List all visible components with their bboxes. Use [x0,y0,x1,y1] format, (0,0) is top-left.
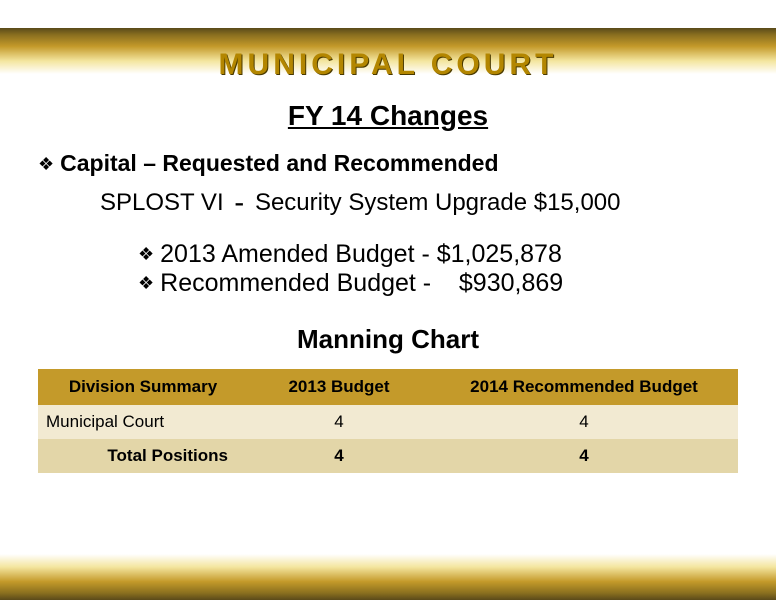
cell-0-1: 4 [248,405,430,439]
budget-line-1: ❖ Recommended Budget - $930,869 [138,269,738,298]
manning-table: Division Summary 2013 Budget 2014 Recomm… [38,369,738,473]
cell-0-0: Municipal Court [38,405,248,439]
page-title: MUNICIPAL COURT [0,48,776,82]
budget-text-0: 2013 Amended Budget - $1,025,878 [160,240,562,269]
splost-rest: Security System Upgrade $15,000 [255,189,621,216]
section-heading: Capital – Requested and Recommended [60,150,498,177]
diamond-bullet-icon: ❖ [138,269,154,297]
th-0: Division Summary [38,369,248,405]
chart-title: Manning Chart [38,324,738,355]
budget-line-0: ❖ 2013 Amended Budget - $1,025,878 [138,240,738,269]
cell-1-0: Total Positions [38,439,248,473]
cell-1-1: 4 [248,439,430,473]
subtitle: FY 14 Changes [38,100,738,132]
th-2: 2014 Recommended Budget [430,369,738,405]
budget-text-1: Recommended Budget - $930,869 [160,269,563,298]
table-totals-row: Total Positions 4 4 [38,439,738,473]
dash-separator: - [230,186,248,219]
table-header-row: Division Summary 2013 Budget 2014 Recomm… [38,369,738,405]
diamond-bullet-icon: ❖ [138,240,154,268]
th-1: 2013 Budget [248,369,430,405]
cell-1-2: 4 [430,439,738,473]
content-area: FY 14 Changes ❖ Capital – Requested and … [38,100,738,473]
splost-line: SPLOST VI - Security System Upgrade $15,… [100,184,738,218]
table-row: Municipal Court 4 4 [38,405,738,439]
section-heading-row: ❖ Capital – Requested and Recommended [38,150,738,178]
diamond-bullet-icon: ❖ [38,150,54,178]
budget-bullets: ❖ 2013 Amended Budget - $1,025,878 ❖ Rec… [138,240,738,298]
bottom-banner [0,554,776,600]
cell-0-2: 4 [430,405,738,439]
splost-prefix: SPLOST VI [100,189,224,216]
